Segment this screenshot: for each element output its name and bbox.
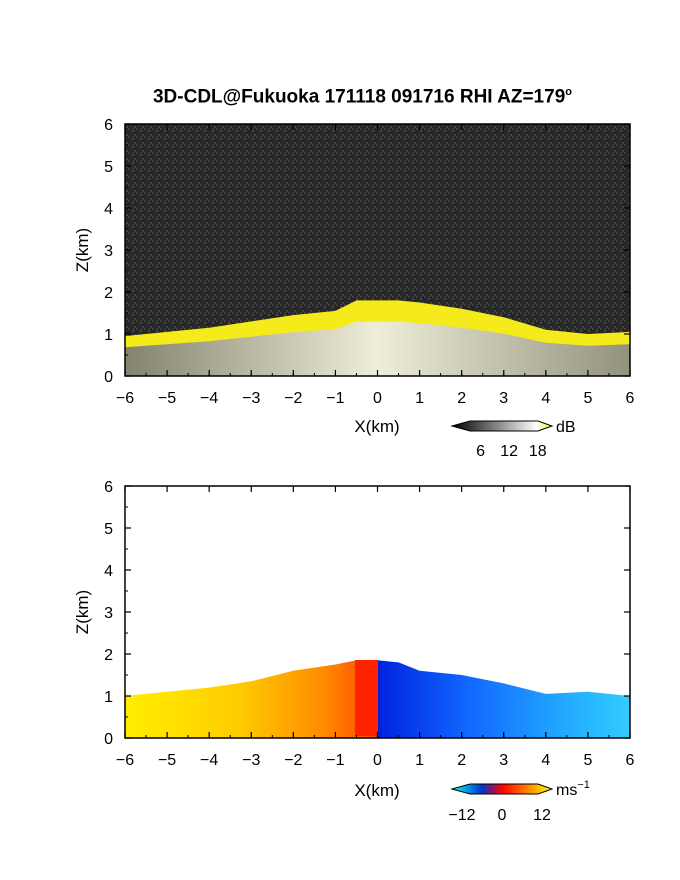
y-axis-label: Z(km) [73,590,92,634]
colorbar-unit: dB [556,419,576,436]
x-tick-label: −6 [116,390,134,407]
y-tick-label: 2 [104,647,113,664]
x-tick-label: 0 [373,390,382,407]
receding-echo [377,660,630,738]
x-tick-label: 1 [415,752,424,769]
y-tick-label: 3 [104,243,113,260]
y-tick-label: 1 [104,327,113,344]
velocity-colorbar: ms−1 −12 0 12 [448,779,589,824]
x-tick-label: 4 [541,390,550,407]
reflectivity-colorbar: dB 6 12 18 [450,419,576,460]
x-ticks: −6 −5 −4 −3 −2 −1 0 1 2 3 4 5 6 [116,486,635,769]
degree-symbol: o [565,86,572,98]
x-tick-label: 5 [583,390,592,407]
colorbar-bar [450,420,554,432]
y-tick-label: 3 [104,605,113,622]
x-tick-label: −4 [200,752,218,769]
x-tick-label: −1 [326,752,344,769]
y-tick-label: 0 [104,731,113,748]
y-tick-label: 6 [104,479,113,496]
x-tick-label: 3 [499,390,508,407]
x-tick-label: −4 [200,390,218,407]
y-tick-label: 6 [104,117,113,134]
x-tick-label: −2 [284,752,302,769]
x-tick-label: −6 [116,752,134,769]
x-axis-label: X(km) [354,781,399,800]
y-axis-label: Z(km) [73,228,92,272]
near-zero-core [355,660,378,736]
x-ticks: −6 −5 −4 −3 −2 −1 0 1 2 3 4 5 6 [116,124,635,407]
colorbar-tick-label: 18 [529,443,547,460]
x-tick-label: 4 [541,752,550,769]
x-tick-label: 1 [415,390,424,407]
x-tick-label: 6 [626,752,635,769]
y-tick-label: 2 [104,285,113,302]
chart-title: 3D-CDL@Fukuoka 171118 091716 RHI AZ=179o [0,86,680,108]
x-tick-label: −3 [242,752,260,769]
x-axis-label: X(km) [354,417,399,436]
colorbar-unit-exponent: −1 [577,779,590,791]
x-tick-label: −3 [242,390,260,407]
approaching-echo [125,660,378,738]
chart-title-text: 3D-CDL@Fukuoka 171118 091716 RHI AZ=179 [152,86,566,108]
colorbar-tick-label: 0 [498,807,507,824]
x-tick-label: 5 [583,752,592,769]
y-tick-label: 5 [104,159,113,176]
y-tick-label: 1 [104,689,113,706]
y-ticks: 0 1 2 3 4 5 6 [104,117,630,386]
y-tick-label: 4 [104,563,113,580]
x-tick-label: −5 [158,752,176,769]
y-tick-label: 0 [104,369,113,386]
colorbar-ticks: 6 12 18 [476,443,547,460]
x-tick-label: 0 [373,752,382,769]
y-ticks: 0 1 2 3 4 5 6 [104,479,630,748]
x-tick-label: 6 [626,390,635,407]
colorbar-tick-label: 6 [476,443,485,460]
x-tick-label: −1 [326,390,344,407]
colorbar-bar [450,783,554,795]
x-tick-label: 2 [457,752,466,769]
x-tick-label: 3 [499,752,508,769]
colorbar-tick-label: −12 [448,807,475,824]
x-tick-label: 2 [457,390,466,407]
colorbar-tick-label: 12 [500,443,518,460]
colorbar-unit: ms−1 [556,779,590,799]
colorbar-ticks: −12 0 12 [448,807,551,824]
colorbar-unit-base: ms [556,782,577,799]
x-tick-label: −5 [158,390,176,407]
colorbar-tick-label: 12 [533,807,551,824]
y-tick-label: 4 [104,201,113,218]
y-tick-label: 5 [104,521,113,538]
echo-body [125,321,630,376]
x-tick-label: −2 [284,390,302,407]
